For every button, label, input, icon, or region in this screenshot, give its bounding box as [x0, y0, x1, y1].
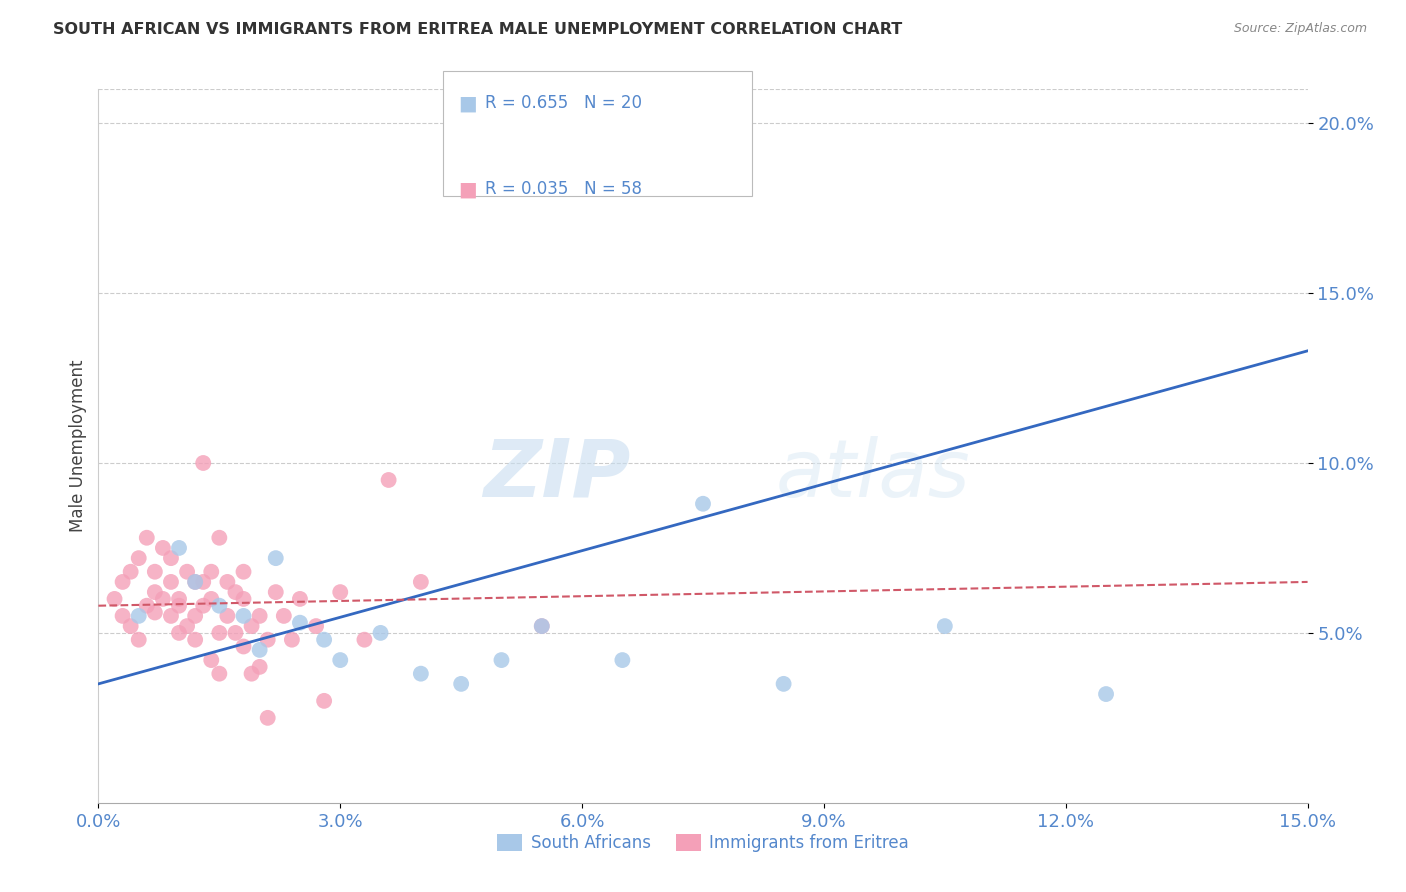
- Point: [160, 608, 183, 623]
- Point: [135, 599, 157, 613]
- Point: [128, 551, 150, 566]
- Point: [167, 626, 190, 640]
- Point: [208, 626, 231, 640]
- Point: [491, 653, 513, 667]
- Point: [934, 619, 956, 633]
- Text: R = 0.035   N = 58: R = 0.035 N = 58: [485, 180, 643, 198]
- Point: [193, 574, 215, 589]
- Point: [111, 574, 134, 589]
- Point: [152, 591, 174, 606]
- Point: [409, 574, 432, 589]
- Point: [256, 711, 278, 725]
- Text: ▪: ▪: [457, 176, 478, 205]
- Point: [193, 599, 215, 613]
- Point: [143, 585, 166, 599]
- Point: [120, 565, 142, 579]
- Point: [208, 599, 231, 613]
- Point: [160, 551, 183, 566]
- Point: [217, 574, 239, 589]
- Point: [143, 606, 166, 620]
- Point: [530, 619, 553, 633]
- Point: [128, 632, 150, 647]
- Point: [273, 608, 295, 623]
- Point: [692, 497, 714, 511]
- Point: [249, 660, 271, 674]
- Point: [232, 565, 254, 579]
- Text: Source: ZipAtlas.com: Source: ZipAtlas.com: [1233, 22, 1367, 36]
- Point: [232, 591, 254, 606]
- Point: [135, 531, 157, 545]
- Point: [240, 666, 263, 681]
- Point: [224, 626, 246, 640]
- Point: [281, 632, 304, 647]
- Point: [176, 565, 198, 579]
- Point: [184, 574, 207, 589]
- Point: [176, 619, 198, 633]
- Point: [184, 574, 207, 589]
- Text: ZIP: ZIP: [484, 435, 630, 514]
- Point: [1095, 687, 1118, 701]
- Point: [530, 619, 553, 633]
- Point: [240, 619, 263, 633]
- Point: [612, 653, 634, 667]
- Point: [329, 653, 352, 667]
- Point: [264, 585, 287, 599]
- Point: [232, 640, 254, 654]
- Legend: South Africans, Immigrants from Eritrea: South Africans, Immigrants from Eritrea: [491, 827, 915, 859]
- Point: [772, 677, 794, 691]
- Point: [264, 551, 287, 566]
- Point: [152, 541, 174, 555]
- Point: [224, 585, 246, 599]
- Point: [288, 591, 311, 606]
- Point: [128, 608, 150, 623]
- Point: [200, 591, 222, 606]
- Point: [208, 666, 231, 681]
- Text: ▪: ▪: [457, 89, 478, 119]
- Point: [193, 456, 215, 470]
- Point: [167, 591, 190, 606]
- Point: [256, 632, 278, 647]
- Point: [249, 643, 271, 657]
- Point: [111, 608, 134, 623]
- Point: [160, 574, 183, 589]
- Point: [103, 591, 125, 606]
- Point: [200, 565, 222, 579]
- Text: R = 0.655   N = 20: R = 0.655 N = 20: [485, 94, 643, 112]
- Point: [167, 599, 190, 613]
- Point: [184, 608, 207, 623]
- Point: [167, 541, 190, 555]
- Point: [217, 608, 239, 623]
- Point: [370, 626, 392, 640]
- Point: [409, 666, 432, 681]
- Point: [232, 608, 254, 623]
- Point: [288, 615, 311, 630]
- Point: [184, 632, 207, 647]
- Point: [305, 619, 328, 633]
- Text: atlas: atlas: [776, 435, 970, 514]
- Point: [353, 632, 375, 647]
- Point: [120, 619, 142, 633]
- Point: [249, 608, 271, 623]
- Point: [329, 585, 352, 599]
- Y-axis label: Male Unemployment: Male Unemployment: [69, 359, 87, 533]
- Point: [377, 473, 399, 487]
- Point: [143, 565, 166, 579]
- Point: [450, 677, 472, 691]
- Text: SOUTH AFRICAN VS IMMIGRANTS FROM ERITREA MALE UNEMPLOYMENT CORRELATION CHART: SOUTH AFRICAN VS IMMIGRANTS FROM ERITREA…: [53, 22, 903, 37]
- Point: [314, 694, 336, 708]
- Point: [208, 531, 231, 545]
- Point: [314, 632, 336, 647]
- Point: [200, 653, 222, 667]
